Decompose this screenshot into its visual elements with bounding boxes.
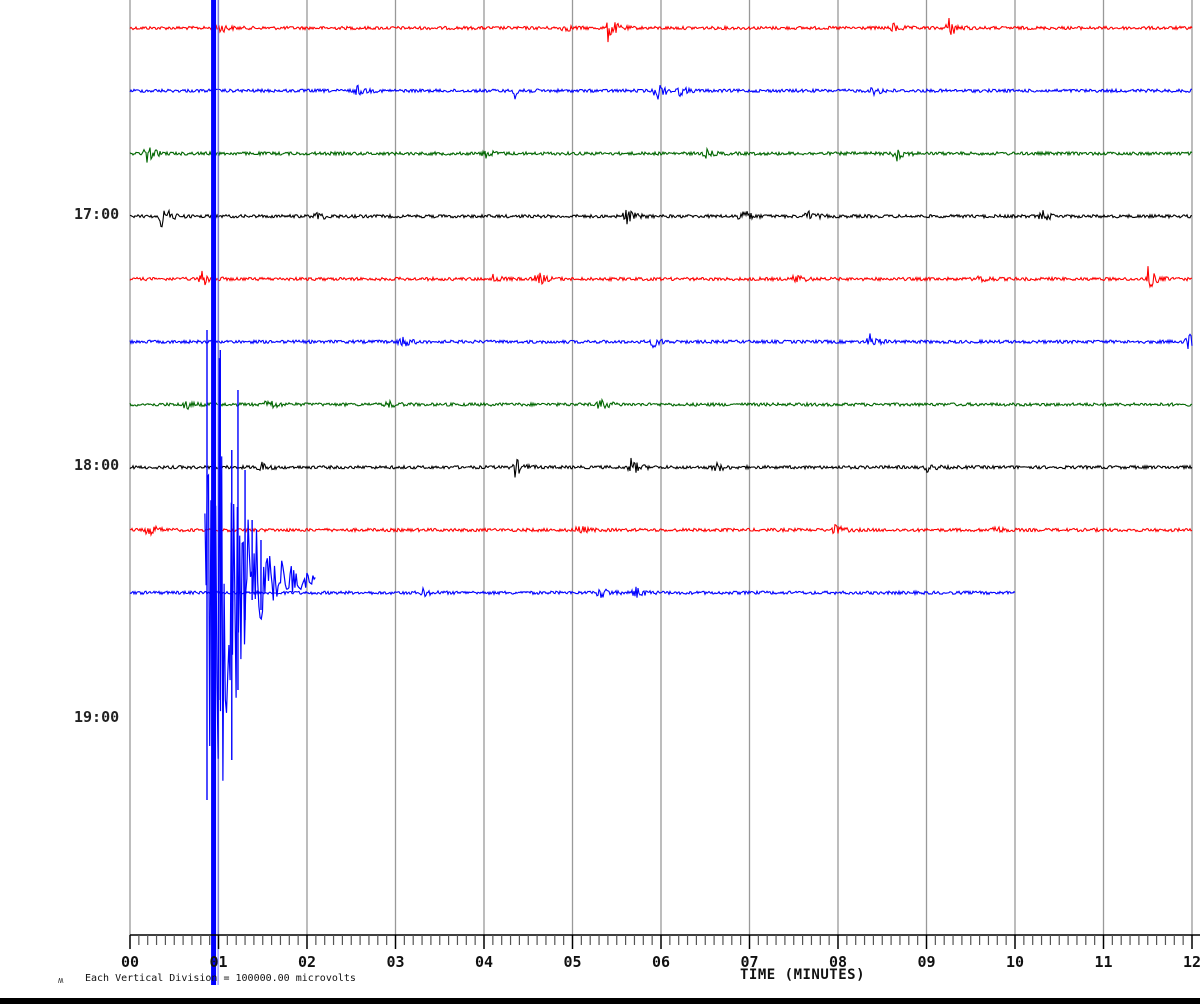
- time-axis: [129, 934, 1200, 949]
- minute-label: 01: [209, 953, 228, 971]
- hour-label-19: 19:00: [74, 708, 120, 726]
- bottom-border: [0, 998, 1200, 1004]
- minute-label: 07: [740, 953, 759, 971]
- minute-label: 11: [1094, 953, 1113, 971]
- seismic-traces: [129, 17, 1193, 598]
- minute-label: 10: [1005, 953, 1025, 971]
- minute-label: 04: [474, 953, 494, 971]
- scale-note: Each Vertical Division = 100000.00 micro…: [85, 973, 356, 984]
- minute-label: 00: [120, 953, 140, 971]
- hour-label-17: 17:00: [74, 205, 120, 223]
- minute-label: 02: [297, 953, 317, 971]
- earthquake-waveform: [204, 0, 316, 985]
- minute-label: 05: [563, 953, 582, 971]
- minute-label: 09: [917, 953, 936, 971]
- hour-label-18: 18:00: [74, 456, 120, 474]
- minute-label: 03: [386, 953, 405, 971]
- minute-label: 08: [828, 953, 848, 971]
- logo-mark: ʍ: [58, 976, 64, 986]
- minute-label: 12: [1182, 953, 1200, 971]
- x-axis-title: TIME (MINUTES): [740, 967, 866, 983]
- minute-label: 06: [651, 953, 671, 971]
